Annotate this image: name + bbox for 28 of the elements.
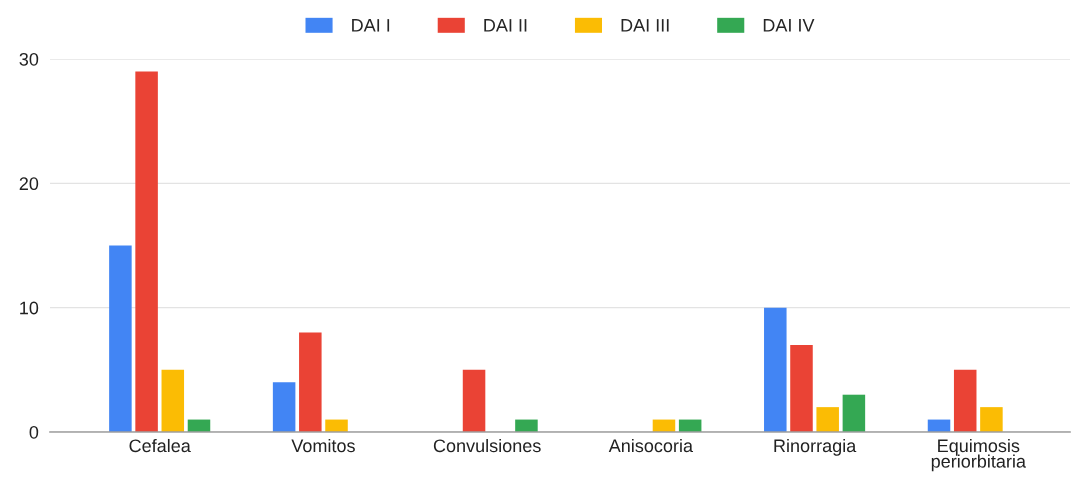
bar: [161, 369, 185, 432]
bar: [462, 369, 486, 432]
y-tick-label: 10: [20, 301, 39, 315]
bar: [272, 382, 296, 432]
bar: [325, 419, 348, 432]
y-tick-label: 20: [19, 177, 39, 191]
x-tick-label: Cefalea: [129, 438, 191, 453]
x-tick-label: Convulsiones: [433, 438, 541, 453]
bar: [980, 407, 1003, 432]
y-tick-label: 0: [29, 425, 39, 439]
bar: [842, 394, 866, 432]
legend-label: DAI II: [484, 19, 527, 32]
bar: [515, 419, 538, 432]
x-tick-label: Rinorragia: [774, 438, 857, 456]
bar: [790, 344, 813, 432]
bar: [764, 307, 787, 432]
bar: [816, 407, 839, 432]
bar: [109, 245, 132, 432]
bar: [953, 369, 977, 432]
bar: [135, 71, 158, 432]
y-tick-label: 30: [19, 52, 39, 66]
legend-label: DAI IV: [763, 19, 815, 32]
legend-label: DAI I: [352, 19, 390, 32]
legend-label: DAI III: [621, 19, 669, 32]
x-tick-label: Vomitos: [291, 438, 355, 453]
bar: [299, 332, 322, 432]
x-tick-label: Equimosis periorbitaria: [931, 438, 1026, 472]
x-tick-label: Anisocoria: [608, 438, 694, 453]
